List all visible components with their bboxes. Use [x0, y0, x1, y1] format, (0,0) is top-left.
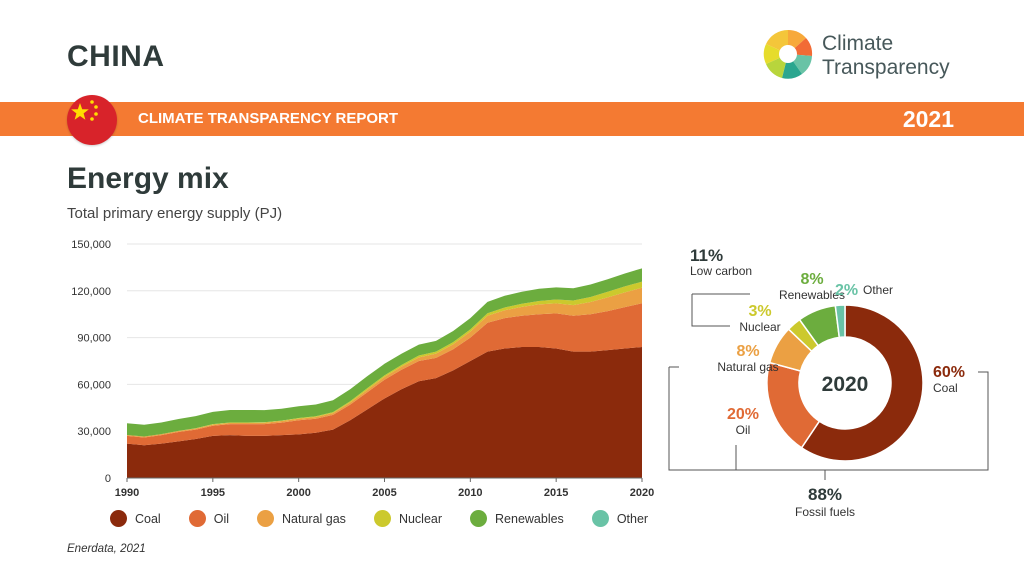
nuclear-label-caption: Nuclear: [739, 320, 780, 334]
nuclear-label-pct: 3%: [748, 303, 771, 320]
coal-label-pct: 60%: [933, 364, 965, 381]
renewables-label-pct: 8%: [800, 271, 823, 288]
chart-legend: Coal Oil Natural gas Nuclear Renewables Other: [110, 510, 676, 527]
y-tick-label: 150,000: [71, 239, 111, 251]
y-tick-label: 120,000: [71, 286, 111, 298]
legend-label: Oil: [213, 511, 229, 526]
data-source: Enerdata, 2021: [67, 543, 146, 555]
legend-label: Renewables: [495, 511, 564, 526]
y-tick-label: 90,000: [77, 333, 111, 345]
other-label-caption: Other: [863, 283, 893, 297]
legend-item-other: Other: [591, 510, 649, 527]
area-nuclear: [127, 281, 642, 437]
legend-label: Other: [616, 511, 649, 526]
report-banner: CLIMATE TRANSPARENCY REPORT 2021: [0, 102, 1024, 136]
legend-item-natural-gas: Natural gas: [257, 510, 346, 527]
other-label-pct: 2%: [835, 282, 858, 299]
legend-swatch: [591, 510, 609, 527]
oil-label-caption: Oil: [736, 423, 751, 437]
gas-label-caption: Natural gas: [717, 360, 778, 374]
fossil-caption: Fossil fuels: [795, 505, 855, 519]
country-title: CHINA: [67, 40, 165, 73]
area-renewables: [127, 268, 642, 437]
climate-transparency-logo: Climate Transparency: [760, 26, 970, 86]
legend-swatch: [470, 510, 488, 527]
y-tick-label: 0: [105, 473, 111, 485]
slice-other: [834, 304, 846, 339]
report-title: CLIMATE TRANSPARENCY REPORT: [138, 110, 399, 127]
energy-area-chart: 0 30,000 60,000 90,000 120,000 150,000 1990 199…: [71, 239, 654, 499]
legend-item-oil: Oil: [188, 510, 229, 527]
section-subtitle: Total primary energy supply (PJ): [67, 205, 283, 222]
y-tick-label: 60,000: [77, 379, 111, 391]
logo-text-line1: Climate: [822, 32, 894, 55]
report-year: 2021: [902, 106, 954, 132]
area-oil: [127, 303, 642, 446]
legend-swatch: [373, 510, 391, 527]
legend-label: Natural gas: [282, 511, 346, 526]
x-tick-label: 2015: [544, 487, 568, 499]
renewables-label-caption: Renewables: [779, 288, 845, 302]
legend-swatch: [257, 510, 274, 527]
lowcarbon-pct: 11%: [690, 246, 723, 265]
coal-label-caption: Coal: [933, 381, 958, 395]
legend-item-nuclear: Nuclear: [373, 510, 443, 527]
lowcarbon-caption: Low carbon: [690, 264, 752, 278]
fossil-pct: 88%: [808, 485, 842, 504]
donut-center-label: 2020: [822, 373, 869, 396]
logo-mark-icon: [763, 29, 813, 79]
legend-label: Nuclear: [398, 511, 443, 526]
legend-item-renewables: Renewables: [470, 510, 564, 527]
gas-label-pct: 8%: [736, 343, 759, 360]
fossil-bracket: [668, 367, 989, 471]
section-title: Energy mix: [67, 162, 229, 195]
x-tick-label: 1995: [201, 487, 225, 499]
slice-coal: [800, 304, 924, 462]
legend-item-coal: Coal: [110, 510, 161, 527]
y-tick-label: 30,000: [77, 426, 111, 438]
x-tick-label: 2020: [630, 487, 654, 499]
area-coal: [127, 346, 642, 478]
oil-label-pct: 20%: [727, 406, 759, 423]
logo-text-line2: Transparency: [822, 56, 950, 79]
legend-swatch: [188, 510, 206, 527]
x-tick-label: 2000: [286, 487, 310, 499]
x-tick-label: 1990: [115, 487, 139, 499]
legend-label: Coal: [135, 511, 161, 526]
china-flag-icon: [67, 95, 117, 145]
x-tick-label: 2005: [372, 487, 396, 499]
x-tick-label: 2010: [458, 487, 482, 499]
lowcarbon-bracket: [691, 294, 730, 327]
legend-swatch: [110, 510, 127, 527]
area-natural-gas: [127, 287, 642, 438]
